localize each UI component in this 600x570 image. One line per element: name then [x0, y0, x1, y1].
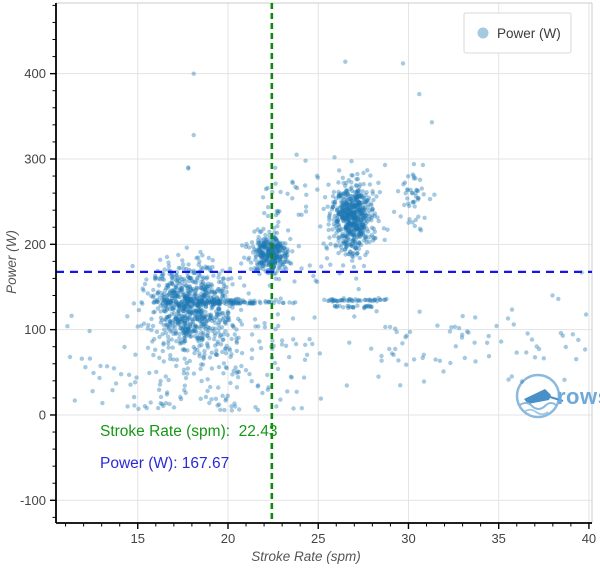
x-tick-label: 20: [221, 531, 235, 546]
x-tick-label: 40: [582, 531, 596, 546]
scatter-points: [65, 59, 589, 413]
watermark-ring-outline: [515, 373, 561, 419]
annotation-power: Power (W): 167.67: [100, 455, 229, 472]
boat-oar: [546, 395, 564, 402]
legend-marker: [477, 27, 489, 39]
axes: [50, 3, 592, 529]
gridlines: [56, 3, 592, 523]
y-tick-label: 100: [24, 322, 46, 337]
plot-border: [56, 2, 593, 523]
wave-line-2: [523, 408, 549, 416]
y-tick-labels: -100 0 100 200 300 400: [20, 66, 46, 508]
y-tick-label: 0: [39, 407, 46, 422]
x-tick-label: 30: [401, 531, 415, 546]
legend-box[interactable]: [463, 12, 572, 54]
watermark-logo: rows: [515, 373, 600, 419]
legend[interactable]: Power (W): [463, 12, 572, 54]
x-axis-title: Stroke Rate (spm): [251, 549, 361, 564]
y-tick-label: 200: [24, 237, 46, 252]
x-tick-label: 15: [131, 531, 145, 546]
y-tick-label: -100: [20, 493, 46, 508]
crosshair-lines: [56, 3, 592, 523]
y-axis-title: Power (W): [4, 230, 19, 294]
y-tick-label: 400: [24, 66, 46, 81]
boat-icon: [524, 389, 551, 404]
x-tick-labels: 15 20 25 30 35 40: [131, 531, 597, 546]
watermark-text: rows: [557, 384, 600, 409]
annotation-stroke-rate: Stroke Rate (spm): 22.43: [100, 423, 277, 440]
x-tick-label: 35: [491, 531, 505, 546]
x-tick-label: 25: [311, 531, 325, 546]
wave-line-1: [518, 402, 558, 410]
legend-label[interactable]: Power (W): [497, 26, 561, 41]
y-tick-label: 300: [24, 151, 46, 166]
